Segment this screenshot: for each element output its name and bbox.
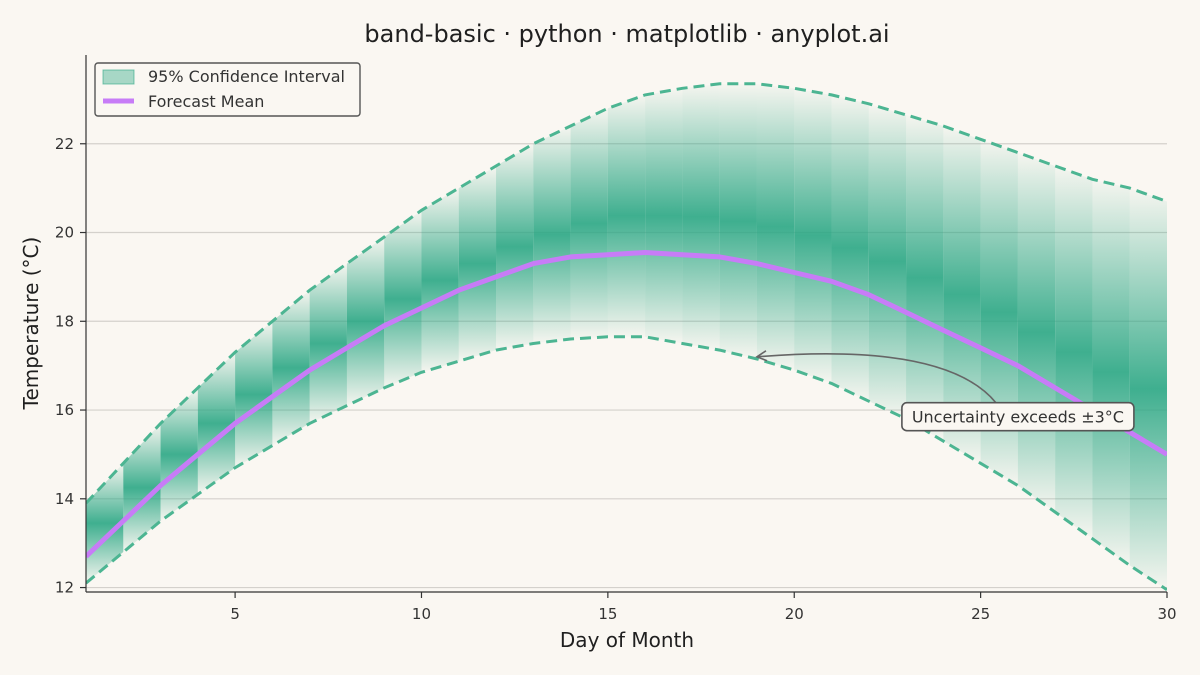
axes: [85, 55, 1167, 593]
x-ticks: 5 10 15 20 25 30: [230, 592, 1177, 623]
x-tick-label-25: 25: [971, 605, 990, 623]
band-segment: [607, 94, 646, 337]
band-segment: [1055, 165, 1093, 539]
annotation-arrowhead: [755, 350, 768, 362]
x-axis-label: Day of Month: [560, 628, 694, 652]
forecast-mean-line: [86, 250, 1167, 559]
confidence-band: [86, 83, 1167, 590]
band-segment: [794, 88, 832, 384]
series-lines: [86, 82, 1167, 592]
band-segment: [719, 83, 757, 360]
band-segment: [197, 352, 236, 495]
x-tick-label-15: 15: [598, 605, 617, 623]
y-ticks: 12 14 16 18 20 22: [55, 135, 86, 597]
y-tick-label-18: 18: [55, 312, 74, 330]
band-segment: [943, 126, 981, 464]
y-tick-label-20: 20: [55, 224, 74, 242]
band-segment: [272, 290, 310, 446]
band-segment: [682, 83, 720, 351]
band-segment: [421, 188, 459, 373]
band-segment: [980, 139, 1018, 486]
band-segment: [309, 263, 347, 424]
band-segment: [533, 126, 571, 344]
band-segment: [1092, 179, 1130, 566]
band-segment: [570, 108, 608, 340]
x-tick-label-30: 30: [1157, 605, 1176, 623]
annotation-arrow: [756, 353, 997, 404]
band-segment: [831, 94, 869, 402]
annotation-box: [901, 401, 1135, 432]
band-segment: [458, 165, 497, 362]
band-segment: [1017, 152, 1056, 513]
band-segment: [235, 321, 273, 468]
legend-label-mean: Forecast Mean: [148, 92, 264, 111]
band-segment: [160, 387, 198, 521]
annotation: Uncertainty exceeds ±3°C: [755, 350, 1135, 432]
band-segment: [868, 103, 907, 419]
band-segment: [86, 463, 124, 584]
band-segment: [756, 83, 795, 371]
legend: 95% Confidence Interval Forecast Mean: [94, 62, 361, 117]
y-tick-label-22: 22: [55, 135, 74, 153]
band-segment: [645, 88, 683, 344]
y-tick-label-14: 14: [55, 490, 74, 508]
legend-swatch-band: [102, 69, 135, 85]
chart-title: band-basic · python · matplotlib · anypl…: [364, 20, 889, 48]
band-segment: [906, 114, 944, 442]
band-segment: [346, 236, 385, 406]
band-segment: [384, 210, 422, 388]
x-tick-label-20: 20: [785, 605, 804, 623]
band-segment: [1129, 188, 1167, 590]
y-tick-label-16: 16: [55, 401, 74, 419]
y-axis-label: Temperature (°C): [19, 237, 43, 411]
y-tick-label-12: 12: [55, 579, 74, 597]
band-segment: [123, 423, 161, 553]
x-tick-label-10: 10: [412, 605, 431, 623]
annotation-text: Uncertainty exceeds ±3°C: [912, 408, 1124, 427]
lower-bound-line: [86, 335, 1167, 592]
legend-label-band: 95% Confidence Interval: [148, 67, 345, 86]
band-segment: [496, 143, 534, 351]
legend-frame: [94, 62, 361, 117]
x-tick-label-5: 5: [230, 605, 240, 623]
